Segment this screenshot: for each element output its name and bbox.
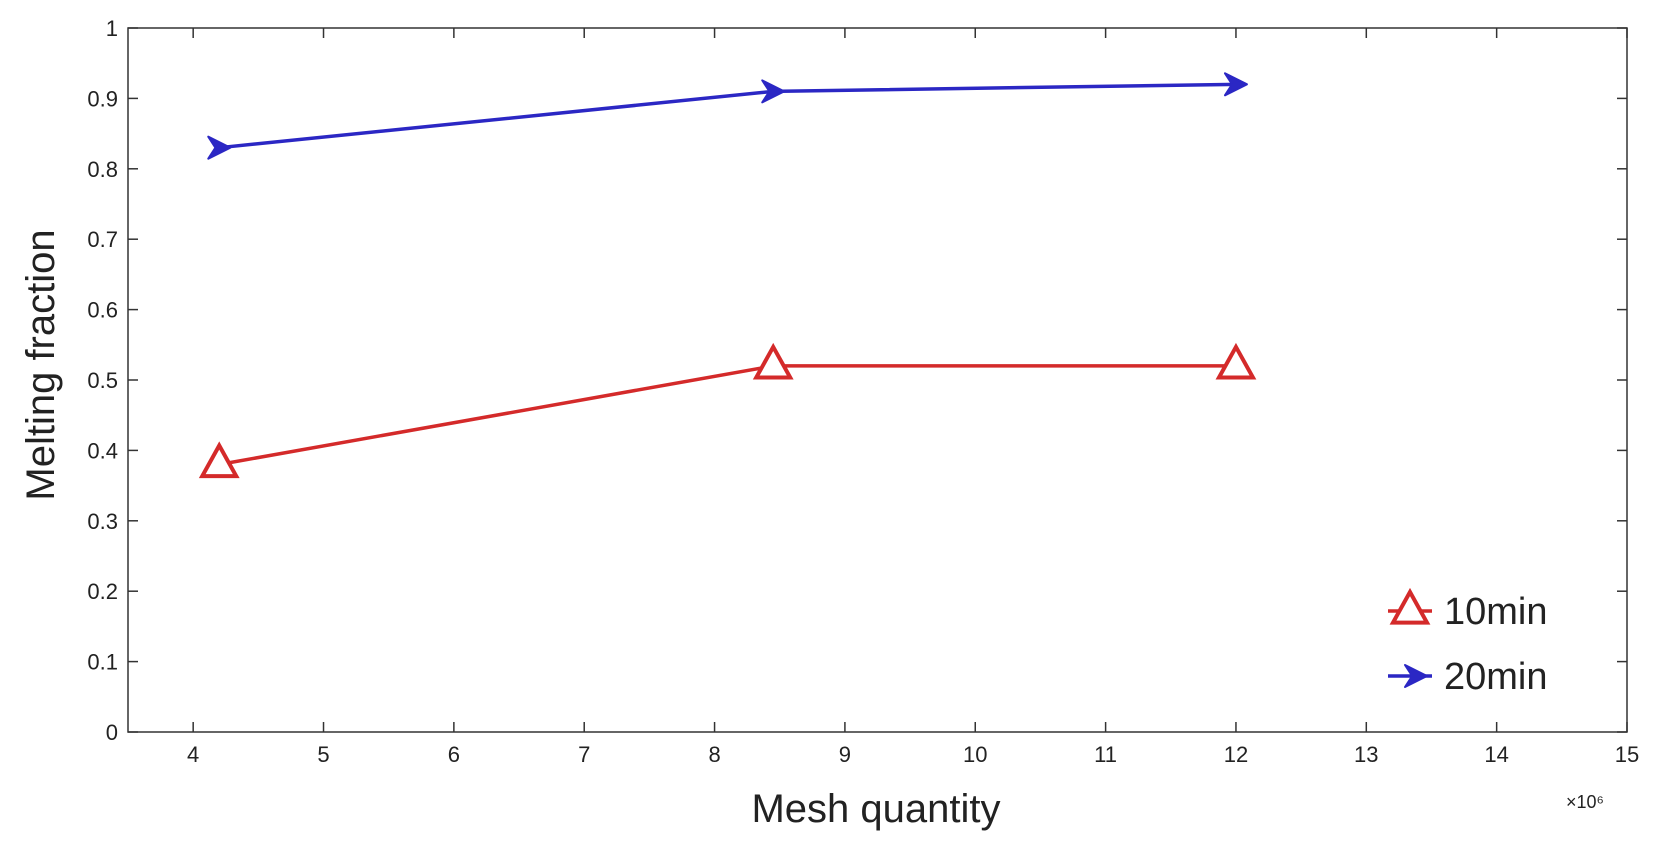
series-line-10min xyxy=(218,364,1236,467)
series-line-20min xyxy=(219,82,1236,150)
legend-label-10min: 10min xyxy=(1444,591,1548,633)
y-tick-label-0.2: 0.2 xyxy=(87,579,118,604)
x-tick-label-9: 9 xyxy=(839,742,851,767)
x-tick-label-13: 13 xyxy=(1354,742,1378,767)
x-tick-label-6: 6 xyxy=(448,742,460,767)
point-20min-0 xyxy=(207,135,232,160)
y-tick-label-0: 0 xyxy=(106,720,118,745)
point-10min-0 xyxy=(198,441,240,479)
x-tick-label-14: 14 xyxy=(1484,742,1508,767)
y-tick-label-0.9: 0.9 xyxy=(87,86,118,111)
x-tick-label-12: 12 xyxy=(1224,742,1248,767)
x-tick-label-4: 4 xyxy=(187,742,199,767)
point-10min-1 xyxy=(752,342,794,380)
axes-layer: 4 5 6 7 8 9 10 11 12 13 14 15 0 0.1 0.2 0.3 0.4 0.5 0.6 0.7… xyxy=(87,16,1639,767)
x-tick-label-7: 7 xyxy=(578,742,590,767)
y-tick-label-0.4: 0.4 xyxy=(87,438,118,463)
point-20min-1 xyxy=(761,79,786,104)
y-tick-label-0.3: 0.3 xyxy=(87,509,118,534)
y-tick-label-1: 1 xyxy=(106,16,118,41)
legend-marker-20min xyxy=(1404,664,1428,688)
y-axis-title: Melting fraction xyxy=(19,229,63,500)
x-axis-exponent-label: ×10⁶ xyxy=(1566,792,1604,812)
x-tick-label-8: 8 xyxy=(708,742,720,767)
point-20min-2 xyxy=(1223,72,1248,97)
legend-label-20min: 20min xyxy=(1444,656,1548,698)
y-tick-label-0.6: 0.6 xyxy=(87,298,118,323)
x-tick-label-5: 5 xyxy=(317,742,329,767)
series-20min xyxy=(207,72,1248,160)
x-tick-label-10: 10 xyxy=(963,742,987,767)
y-tick-label-0.1: 0.1 xyxy=(87,650,118,675)
x-axis-title: Mesh quantity xyxy=(751,787,1000,831)
legend: 10min 20min xyxy=(1388,587,1548,698)
series-layer xyxy=(198,72,1257,479)
y-tick-label-0.8: 0.8 xyxy=(87,157,118,182)
series-10min xyxy=(198,342,1257,479)
y-tick-label-0.5: 0.5 xyxy=(87,368,118,393)
y-tick-label-0.7: 0.7 xyxy=(87,227,118,252)
x-tick-label-11: 11 xyxy=(1094,742,1117,767)
x-tick-label-15: 15 xyxy=(1615,742,1639,767)
legend-marker-10min xyxy=(1389,587,1431,625)
point-10min-2 xyxy=(1215,342,1257,380)
